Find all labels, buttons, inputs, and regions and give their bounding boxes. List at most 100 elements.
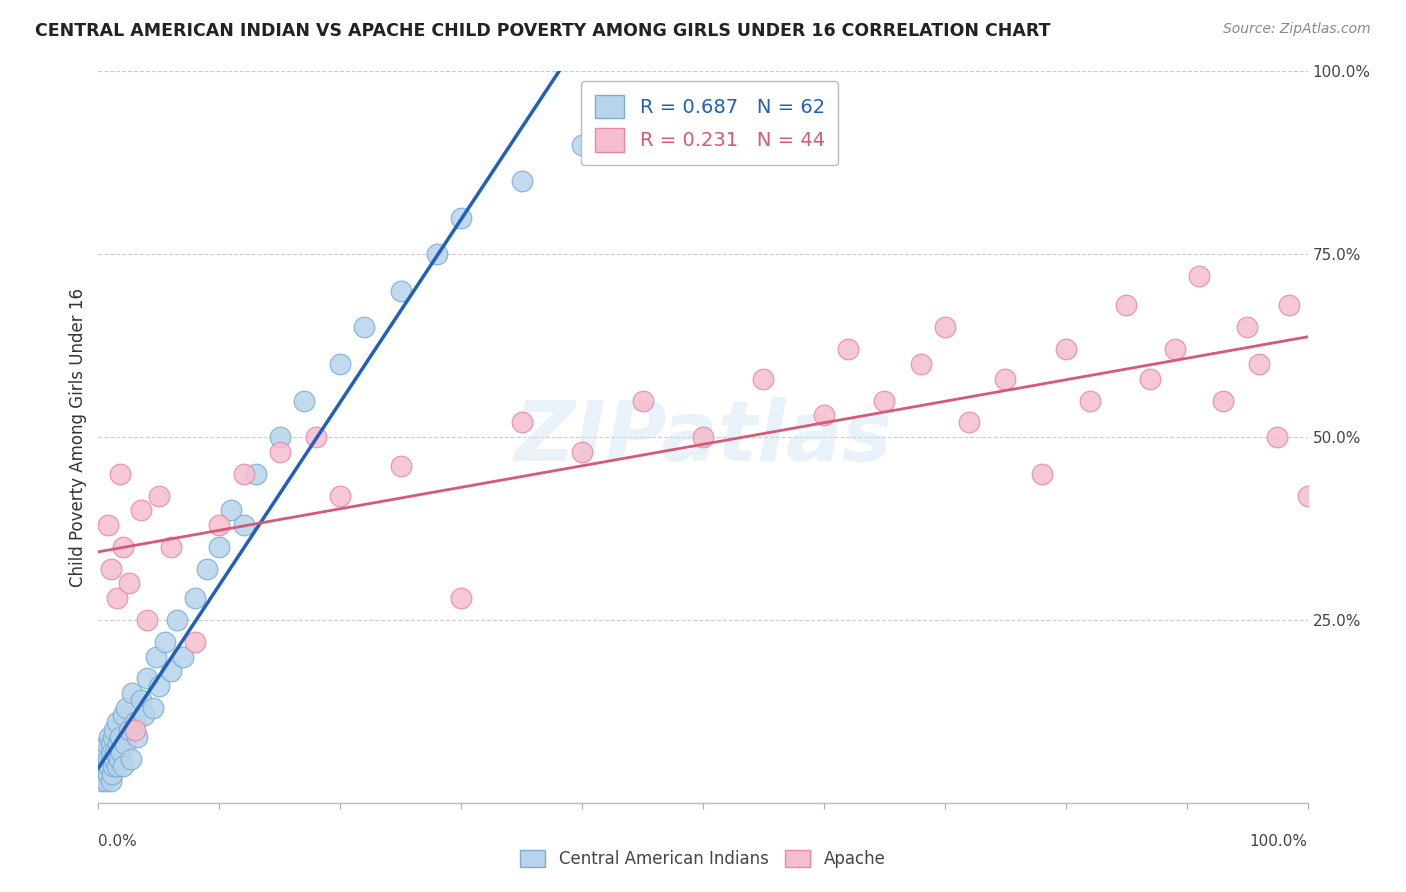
Point xyxy=(837,343,859,357)
Point xyxy=(994,371,1017,385)
Point xyxy=(208,540,231,554)
Point xyxy=(305,430,328,444)
Text: 100.0%: 100.0% xyxy=(1250,834,1308,849)
Point xyxy=(292,393,315,408)
Point xyxy=(934,320,956,334)
Point xyxy=(105,715,128,730)
Point xyxy=(631,393,654,408)
Text: CENTRAL AMERICAN INDIAN VS APACHE CHILD POVERTY AMONG GIRLS UNDER 16 CORRELATION: CENTRAL AMERICAN INDIAN VS APACHE CHILD … xyxy=(35,22,1050,40)
Text: Source: ZipAtlas.com: Source: ZipAtlas.com xyxy=(1223,22,1371,37)
Point xyxy=(98,759,121,773)
Point xyxy=(571,137,593,152)
Point xyxy=(148,679,170,693)
Y-axis label: Child Poverty Among Girls Under 16: Child Poverty Among Girls Under 16 xyxy=(69,287,87,587)
Point xyxy=(571,444,593,458)
Point xyxy=(752,371,775,385)
Point xyxy=(121,686,143,700)
Point xyxy=(100,737,122,751)
Point xyxy=(195,562,218,576)
Point xyxy=(103,723,125,737)
Point xyxy=(1031,467,1053,481)
Point xyxy=(145,649,167,664)
Point xyxy=(873,393,896,408)
Text: ZIPatlas: ZIPatlas xyxy=(515,397,891,477)
Point xyxy=(389,284,412,298)
Point xyxy=(269,430,291,444)
Point xyxy=(111,708,134,723)
Point xyxy=(232,467,254,481)
Point xyxy=(105,759,128,773)
Point xyxy=(1163,343,1185,357)
Point xyxy=(91,759,114,773)
Point xyxy=(148,489,170,503)
Point xyxy=(510,416,533,430)
Point xyxy=(108,752,131,766)
Point xyxy=(127,730,149,744)
Point xyxy=(104,745,127,759)
Point xyxy=(97,766,120,780)
Point xyxy=(232,517,254,532)
Legend: Central American Indians, Apache: Central American Indians, Apache xyxy=(513,843,893,875)
Point xyxy=(93,766,115,780)
Point xyxy=(100,766,122,780)
Point xyxy=(91,773,114,788)
Point xyxy=(329,357,352,371)
Point xyxy=(813,408,835,422)
Point xyxy=(1212,393,1234,408)
Point xyxy=(510,174,533,188)
Point xyxy=(129,503,152,517)
Point xyxy=(184,635,207,649)
Point xyxy=(389,459,412,474)
Point xyxy=(160,540,183,554)
Point xyxy=(100,745,122,759)
Point xyxy=(1267,430,1289,444)
Point xyxy=(166,613,188,627)
Point xyxy=(111,540,134,554)
Point xyxy=(100,773,122,788)
Point xyxy=(1249,357,1271,371)
Point xyxy=(94,745,117,759)
Point xyxy=(96,737,118,751)
Point xyxy=(108,730,131,744)
Point xyxy=(450,591,472,605)
Point xyxy=(129,693,152,707)
Point xyxy=(101,730,124,744)
Point xyxy=(1054,343,1077,357)
Point xyxy=(118,723,141,737)
Point xyxy=(160,664,183,678)
Point xyxy=(103,752,125,766)
Point xyxy=(353,320,375,334)
Point xyxy=(111,759,134,773)
Point xyxy=(114,737,136,751)
Point xyxy=(94,773,117,788)
Point xyxy=(107,737,129,751)
Point xyxy=(1296,489,1319,503)
Point xyxy=(142,700,165,714)
Point xyxy=(692,430,714,444)
Point xyxy=(329,489,352,503)
Point xyxy=(957,416,980,430)
Point xyxy=(105,591,128,605)
Point xyxy=(110,745,132,759)
Point xyxy=(100,752,122,766)
Point xyxy=(101,759,124,773)
Point xyxy=(93,752,115,766)
Point xyxy=(172,649,194,664)
Point xyxy=(108,467,131,481)
Point xyxy=(135,613,157,627)
Point xyxy=(1278,298,1301,312)
Point xyxy=(124,723,146,737)
Point xyxy=(1078,393,1101,408)
Point xyxy=(97,752,120,766)
Point xyxy=(135,672,157,686)
Point xyxy=(208,517,231,532)
Point xyxy=(100,562,122,576)
Point xyxy=(245,467,267,481)
Point xyxy=(1188,269,1211,284)
Point xyxy=(1236,320,1258,334)
Point xyxy=(450,211,472,225)
Point xyxy=(1115,298,1137,312)
Point xyxy=(98,730,121,744)
Point xyxy=(118,576,141,591)
Point xyxy=(124,715,146,730)
